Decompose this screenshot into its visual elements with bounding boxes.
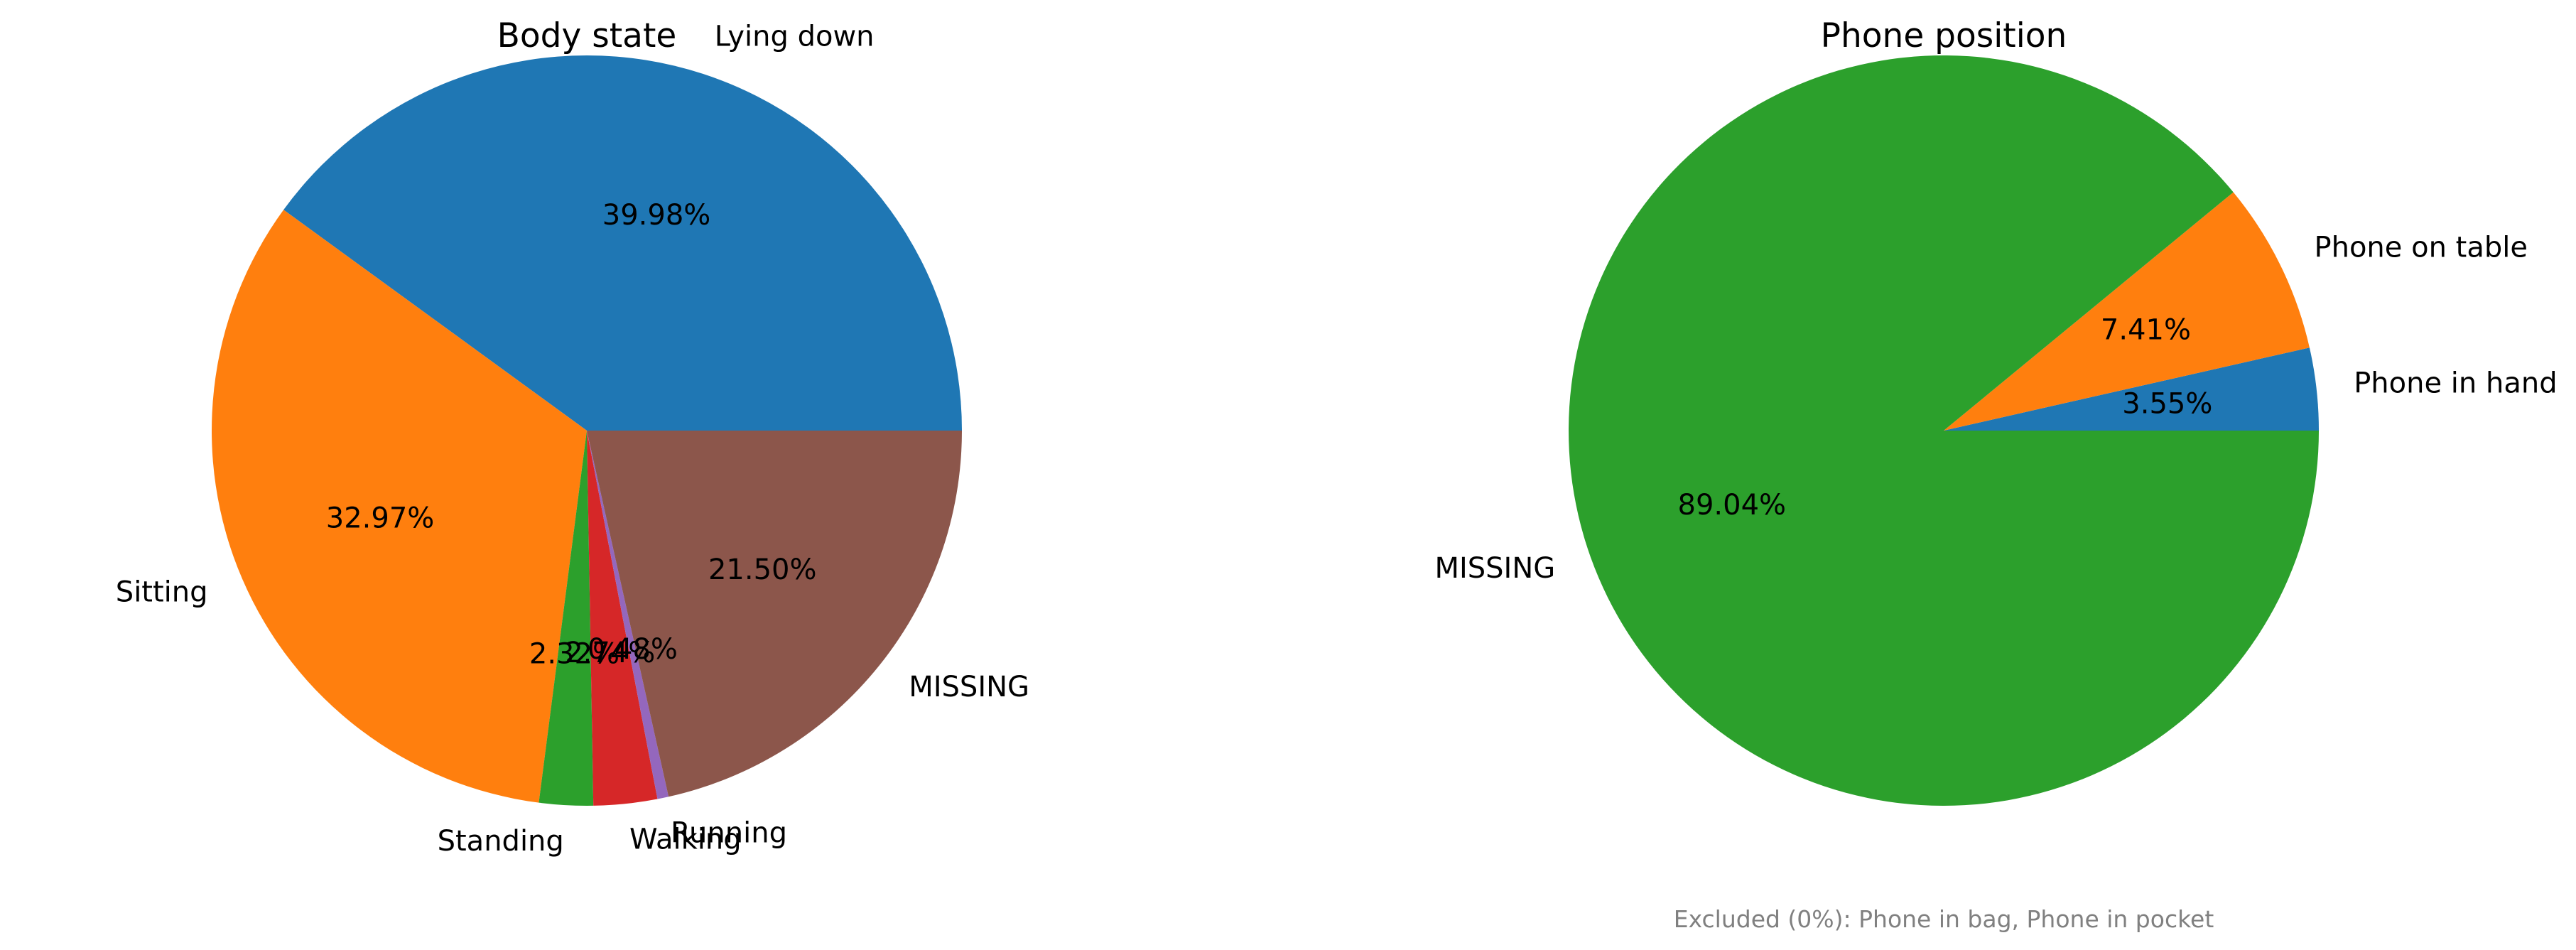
slice-percent-lying-down: 39.98%	[602, 199, 711, 232]
slice-percent-running: 0.48%	[588, 633, 678, 666]
pie-slice-phone-on-table	[1944, 192, 2310, 431]
slice-percent-missing: 89.04%	[1678, 489, 1787, 522]
chart-title: Phone position	[1821, 16, 2067, 55]
pie-slice-running	[587, 431, 669, 799]
chart-title: Body state	[497, 16, 677, 55]
slice-label-sitting: Sitting	[116, 576, 208, 609]
slice-label-standing: Standing	[438, 825, 564, 858]
slice-label-walking: Walking	[629, 824, 742, 856]
slice-percent-sitting: 32.97%	[326, 502, 435, 534]
pie-slice-walking	[587, 431, 658, 806]
slice-label-phone-in-hand: Phone in hand	[2354, 367, 2557, 399]
slice-percent-phone-on-table: 7.41%	[2101, 314, 2191, 347]
slice-label-running: Running	[671, 817, 787, 850]
slice-percent-standing: 2.32%	[529, 637, 619, 670]
slice-percent-walking: 2.74%	[565, 637, 655, 669]
pie-slice-missing	[587, 431, 962, 797]
pie-slice-sitting	[212, 210, 587, 803]
phone-position-pie-chart: Phone position Phone in hand 3.55% Phone o…	[1434, 16, 2557, 933]
slice-label-missing: MISSING	[909, 671, 1029, 703]
pie-slice-missing	[1569, 55, 2319, 806]
body-state-pie-chart: Body state Lying down 39.98% Sitting 32.97%…	[116, 16, 1029, 858]
slice-label-phone-on-table: Phone on table	[2314, 231, 2527, 264]
slice-label-lying-down: Lying down	[715, 21, 875, 53]
slice-percent-phone-in-hand: 3.55%	[2122, 388, 2212, 421]
slice-percent-missing: 21.50%	[708, 554, 817, 586]
pie-slice-phone-in-hand	[1944, 347, 2319, 431]
slice-label-missing: MISSING	[1434, 552, 1555, 585]
pie-slice-standing	[539, 431, 594, 806]
pie-slice-lying-down	[283, 55, 963, 431]
excluded-categories-note: Excluded (0%): Phone in bag, Phone in po…	[1674, 905, 2214, 933]
